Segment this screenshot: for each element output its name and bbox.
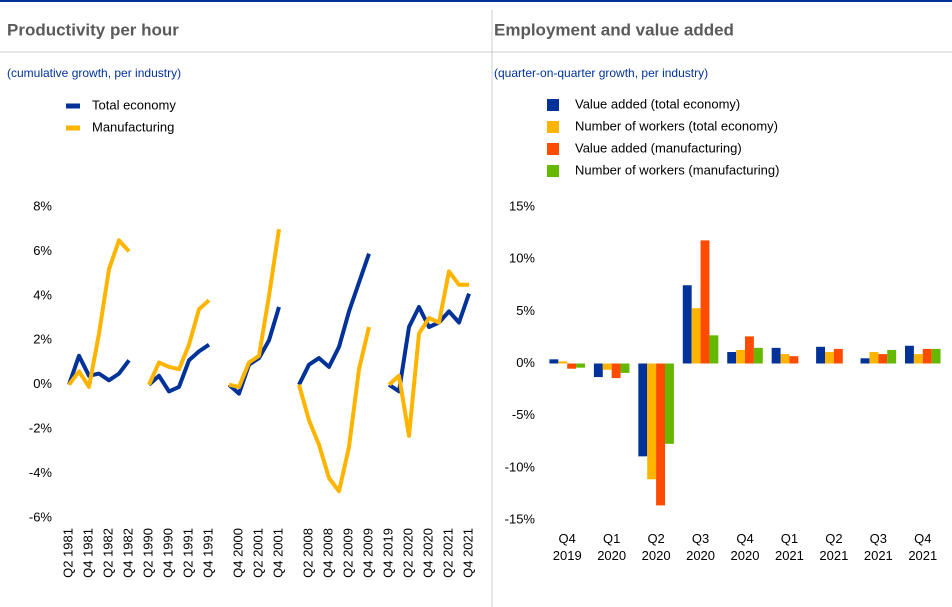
legend-label: Value added (manufacturing) [575,140,742,155]
x-tick-label: Q2 2009 [340,528,355,578]
x-tick-label: Q4 2000 [230,528,245,578]
x-tick-label: Q2 1981 [60,528,75,578]
x-tick-label: Q3 2021 [864,531,893,563]
x-tick-label: Q2 2008 [300,528,315,578]
bar [780,354,790,364]
x-tick-label: Q4 2001 [270,528,285,578]
bar [700,240,710,364]
legend-swatch [547,121,559,133]
bar [753,347,763,364]
y-tick-label: 0% [33,376,52,391]
bar [727,352,737,364]
bar [611,363,621,379]
bar [771,347,781,364]
bar [638,363,648,457]
bar [647,363,657,480]
bar [878,354,888,364]
y-tick-label: 15% [509,198,535,213]
y-tick-label: 6% [33,243,52,258]
y-tick-label: 10% [509,251,535,266]
legend-label: Value added (total economy) [575,96,740,111]
y-tick-label: 8% [33,198,52,213]
bar [736,349,745,364]
bar [931,348,941,364]
x-tick-label: Q4 2008 [320,528,335,578]
x-tick-label: Q2 2020 [642,531,671,563]
bar [691,308,701,364]
x-tick-label: Q2 2001 [250,528,265,578]
x-tick-label: Q4 2020 [731,531,760,563]
y-tick-label: 5% [516,303,535,318]
y-tick-label: 4% [33,287,52,302]
legend-swatch [547,99,559,111]
chart-subtitle: (quarter-on-quarter growth, per industry… [494,66,708,80]
x-tick-label: Q2 1982 [100,528,115,578]
x-tick-label: Q4 1982 [120,528,135,578]
bar [833,348,843,364]
bar [567,363,577,369]
bar [558,361,568,364]
bar [745,336,754,364]
y-tick-label: -6% [29,509,53,524]
bar [905,345,914,364]
y-tick-label: -5% [512,407,536,422]
x-tick-label: Q4 1981 [80,528,95,578]
x-tick-label: Q2 1990 [140,528,155,578]
bar [602,363,612,370]
legend-label: Total economy [92,97,176,112]
x-tick-label: Q4 1991 [200,528,215,578]
chart-title: Productivity per hour [7,20,179,39]
bar [825,352,834,364]
bar [682,285,692,364]
bar [549,359,559,364]
line [67,253,471,396]
bar [887,349,897,364]
legend-label: Number of workers (total economy) [575,118,778,133]
legend-swatch [66,103,80,109]
bar [665,363,674,444]
x-tick-label: Q1 2020 [597,531,626,563]
legend-label: Manufacturing [92,119,174,134]
bar [816,346,825,364]
bar [656,363,665,506]
bar [922,348,932,364]
x-tick-label: Q4 2019 [553,531,582,563]
legend-swatch [66,125,80,131]
x-tick-label: Q2 2021 [819,531,848,563]
x-tick-label: Q4 2021 [908,531,937,563]
x-tick-label: Q4 2019 [380,528,395,578]
y-tick-label: 2% [33,332,52,347]
bar [620,363,630,373]
x-tick-label: Q4 1990 [160,528,175,578]
x-tick-label: Q4 2020 [420,528,435,578]
x-tick-label: Q4 2021 [460,528,475,578]
chart-subtitle: (cumulative growth, per industry) [7,66,181,80]
x-tick-label: Q2 1991 [180,528,195,578]
bar [709,335,719,364]
legend-swatch [547,165,559,177]
y-tick-label: -2% [29,421,53,436]
legend-label: Number of workers (manufacturing) [575,162,779,177]
top-rule [0,0,952,2]
x-tick-label: Q2 2020 [400,528,415,578]
y-tick-label: -15% [505,511,536,526]
x-tick-label: Q3 2020 [686,531,715,563]
y-tick-label: 0% [516,355,535,370]
line [67,228,469,494]
legend-swatch [547,143,559,155]
x-tick-label: Q4 2009 [360,528,375,578]
bar [913,354,923,364]
bar [860,358,870,364]
chart-title: Employment and value added [494,20,734,39]
bar [593,363,603,378]
bar [789,356,799,364]
y-tick-label: -10% [505,459,536,474]
x-tick-label: Q2 2021 [440,528,455,578]
bar [576,363,585,368]
bar [869,352,879,364]
x-tick-label: Q1 2021 [775,531,804,563]
y-tick-label: -4% [29,465,53,480]
